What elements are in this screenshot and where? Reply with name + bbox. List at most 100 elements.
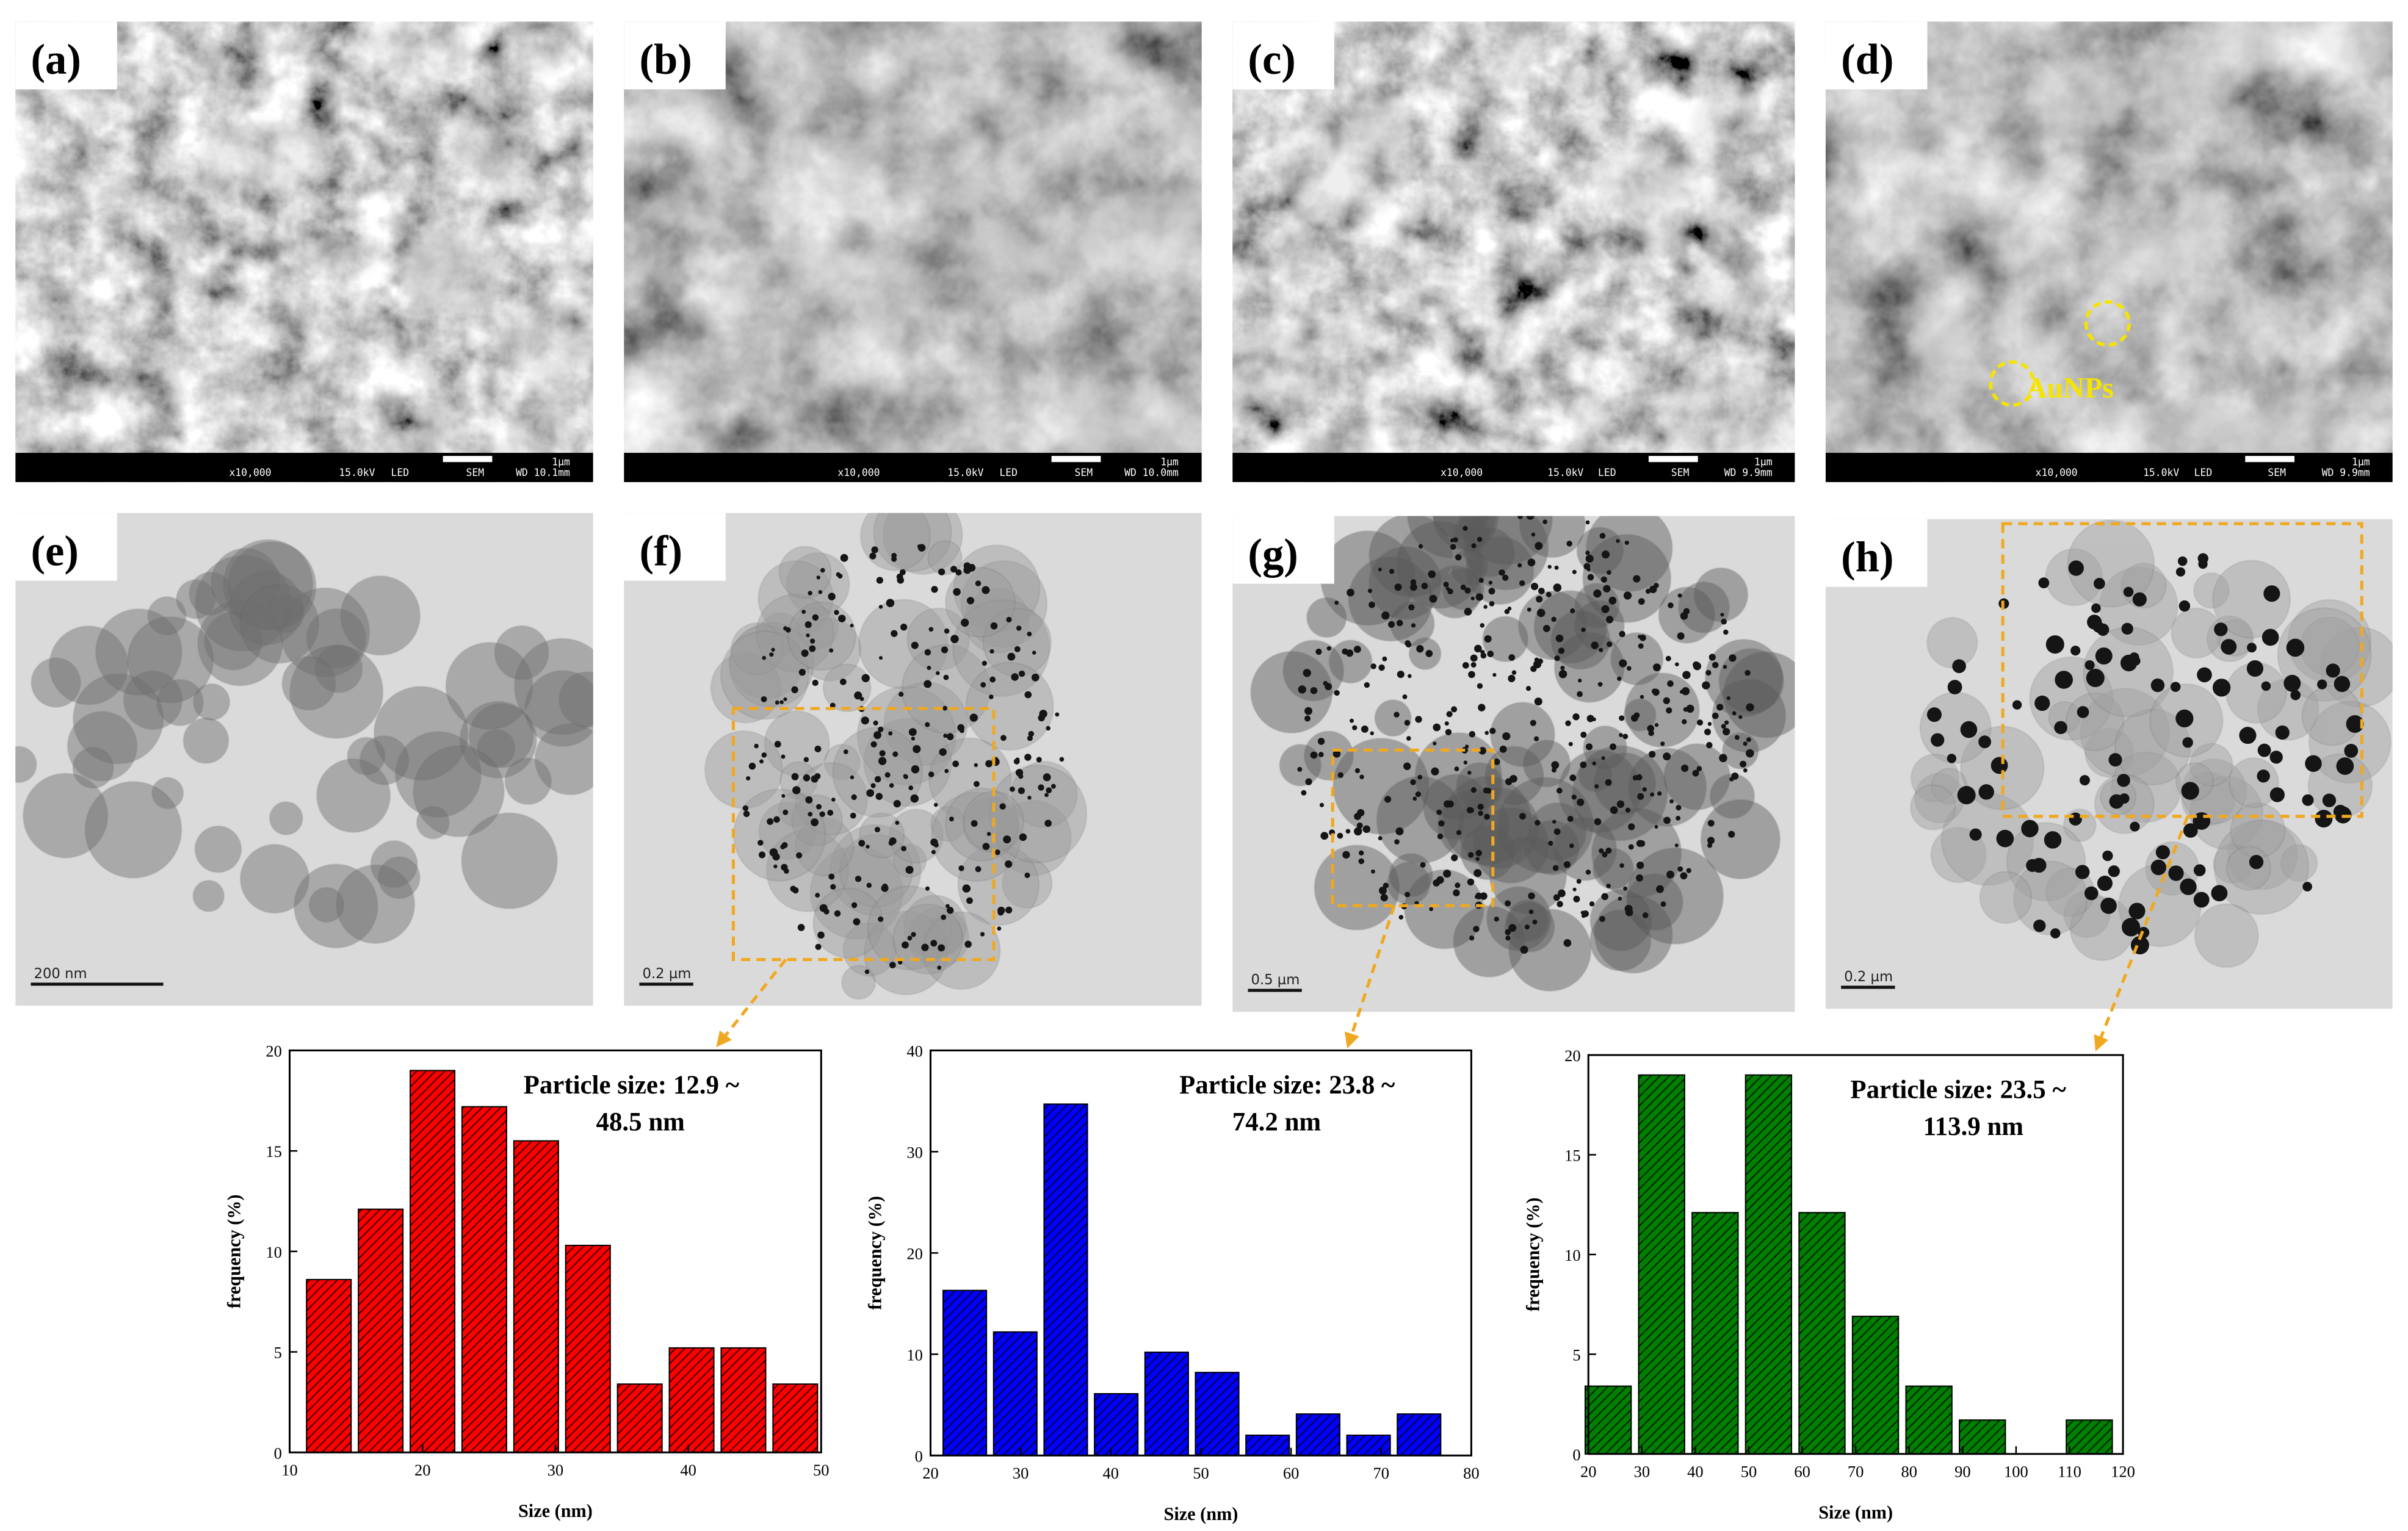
annotation: 48.5 nm bbox=[596, 1108, 685, 1137]
nanoparticle bbox=[1546, 591, 1552, 597]
nanoparticle bbox=[1454, 766, 1459, 771]
nanoparticle bbox=[1734, 735, 1740, 740]
particle bbox=[1663, 743, 1731, 811]
particle bbox=[1718, 647, 1785, 715]
panel-label: (d) bbox=[1841, 36, 1893, 84]
scale-text: 1µm bbox=[1754, 456, 1773, 467]
info-text: x10,000 bbox=[229, 467, 271, 478]
nanoparticle bbox=[1505, 778, 1513, 785]
nanoparticle bbox=[1608, 596, 1617, 605]
particle bbox=[226, 541, 317, 631]
nanoparticle bbox=[1652, 688, 1660, 696]
nanoparticle bbox=[985, 760, 993, 768]
nanoparticle bbox=[1353, 646, 1361, 654]
nanoparticle bbox=[924, 680, 932, 688]
nanoparticle bbox=[1610, 806, 1618, 815]
nanoparticle bbox=[1732, 711, 1737, 716]
info-text: SEM bbox=[2268, 467, 2286, 478]
nanoparticle bbox=[815, 893, 820, 898]
grain bbox=[2149, 48, 2234, 121]
nanoparticle bbox=[1580, 732, 1587, 738]
nanoparticle bbox=[1556, 787, 1563, 794]
particle bbox=[1623, 698, 1657, 732]
particle bbox=[22, 773, 109, 859]
nanoparticle bbox=[944, 628, 950, 634]
nanoparticle bbox=[1408, 604, 1415, 611]
nanoparticle bbox=[1624, 540, 1629, 546]
nanoparticle bbox=[1429, 594, 1437, 603]
nanoparticle bbox=[1298, 685, 1306, 694]
nanoparticle bbox=[2346, 715, 2364, 733]
nanoparticle bbox=[1027, 796, 1032, 800]
nanoparticle bbox=[1577, 691, 1583, 697]
nanoparticle bbox=[2084, 660, 2095, 671]
nanoparticle bbox=[1676, 804, 1682, 811]
grain bbox=[475, 149, 523, 200]
nanoparticle bbox=[1707, 843, 1713, 848]
nanoparticle bbox=[974, 780, 980, 787]
nanoparticle bbox=[1383, 882, 1389, 888]
particle bbox=[859, 513, 931, 572]
nanoparticle bbox=[1705, 669, 1712, 676]
nanoparticle bbox=[2091, 603, 2101, 613]
nanoparticle bbox=[2050, 928, 2061, 938]
nanoparticle bbox=[1378, 887, 1387, 895]
bar bbox=[1043, 1103, 1088, 1457]
nanoparticle bbox=[1682, 671, 1691, 679]
nanoparticle bbox=[808, 591, 812, 596]
nanoparticle bbox=[1693, 662, 1702, 671]
nanoparticle bbox=[911, 641, 919, 649]
nanoparticle bbox=[759, 851, 766, 859]
label-box bbox=[624, 513, 726, 581]
nanoparticle bbox=[1535, 820, 1541, 826]
nanoparticle bbox=[1315, 648, 1322, 655]
nanoparticle bbox=[975, 866, 982, 873]
nanoparticle bbox=[767, 818, 774, 825]
nanoparticle bbox=[1505, 929, 1511, 935]
nanoparticle bbox=[1558, 647, 1565, 654]
nanoparticle bbox=[886, 599, 895, 607]
particle bbox=[809, 845, 904, 940]
nanoparticle bbox=[850, 624, 854, 628]
particle bbox=[720, 630, 810, 720]
zoom-box bbox=[1331, 748, 1495, 907]
nanoparticle bbox=[1557, 901, 1563, 907]
nanoparticle bbox=[925, 886, 930, 891]
particle bbox=[289, 644, 384, 740]
nanoparticle bbox=[2102, 850, 2113, 862]
nanoparticle bbox=[1038, 784, 1044, 791]
nanoparticle bbox=[1589, 901, 1595, 907]
nanoparticle bbox=[1492, 672, 1497, 677]
nanoparticle bbox=[1436, 809, 1442, 815]
nanoparticle bbox=[1389, 569, 1395, 574]
nanoparticle bbox=[2108, 753, 2122, 767]
nanoparticle bbox=[1428, 570, 1436, 578]
particle bbox=[31, 657, 82, 708]
nanoparticle bbox=[1551, 616, 1557, 622]
nanoparticle bbox=[1050, 784, 1056, 789]
x-tick-label: 30 bbox=[548, 1461, 564, 1479]
nanoparticle bbox=[941, 646, 949, 654]
nanoparticle bbox=[801, 610, 806, 614]
nanoparticle bbox=[1387, 621, 1395, 628]
nanoparticle bbox=[982, 586, 990, 594]
nanoparticle bbox=[1576, 879, 1582, 884]
nanoparticle bbox=[1525, 686, 1531, 691]
nanoparticle bbox=[1712, 661, 1719, 669]
y-tick-label: 40 bbox=[906, 1042, 923, 1061]
nanoparticle bbox=[1027, 735, 1033, 741]
nanoparticle bbox=[898, 691, 904, 697]
nanoparticle bbox=[1433, 723, 1441, 732]
nanoparticle bbox=[1555, 634, 1564, 643]
particle bbox=[922, 911, 1001, 990]
nanoparticle bbox=[1960, 721, 1978, 738]
nanoparticle bbox=[1607, 570, 1611, 575]
nanoparticle bbox=[1484, 730, 1489, 735]
grain bbox=[197, 121, 329, 194]
bar bbox=[992, 1331, 1038, 1457]
particle bbox=[1489, 836, 1567, 915]
nanoparticle bbox=[1599, 533, 1606, 539]
nanoparticle bbox=[878, 757, 887, 765]
